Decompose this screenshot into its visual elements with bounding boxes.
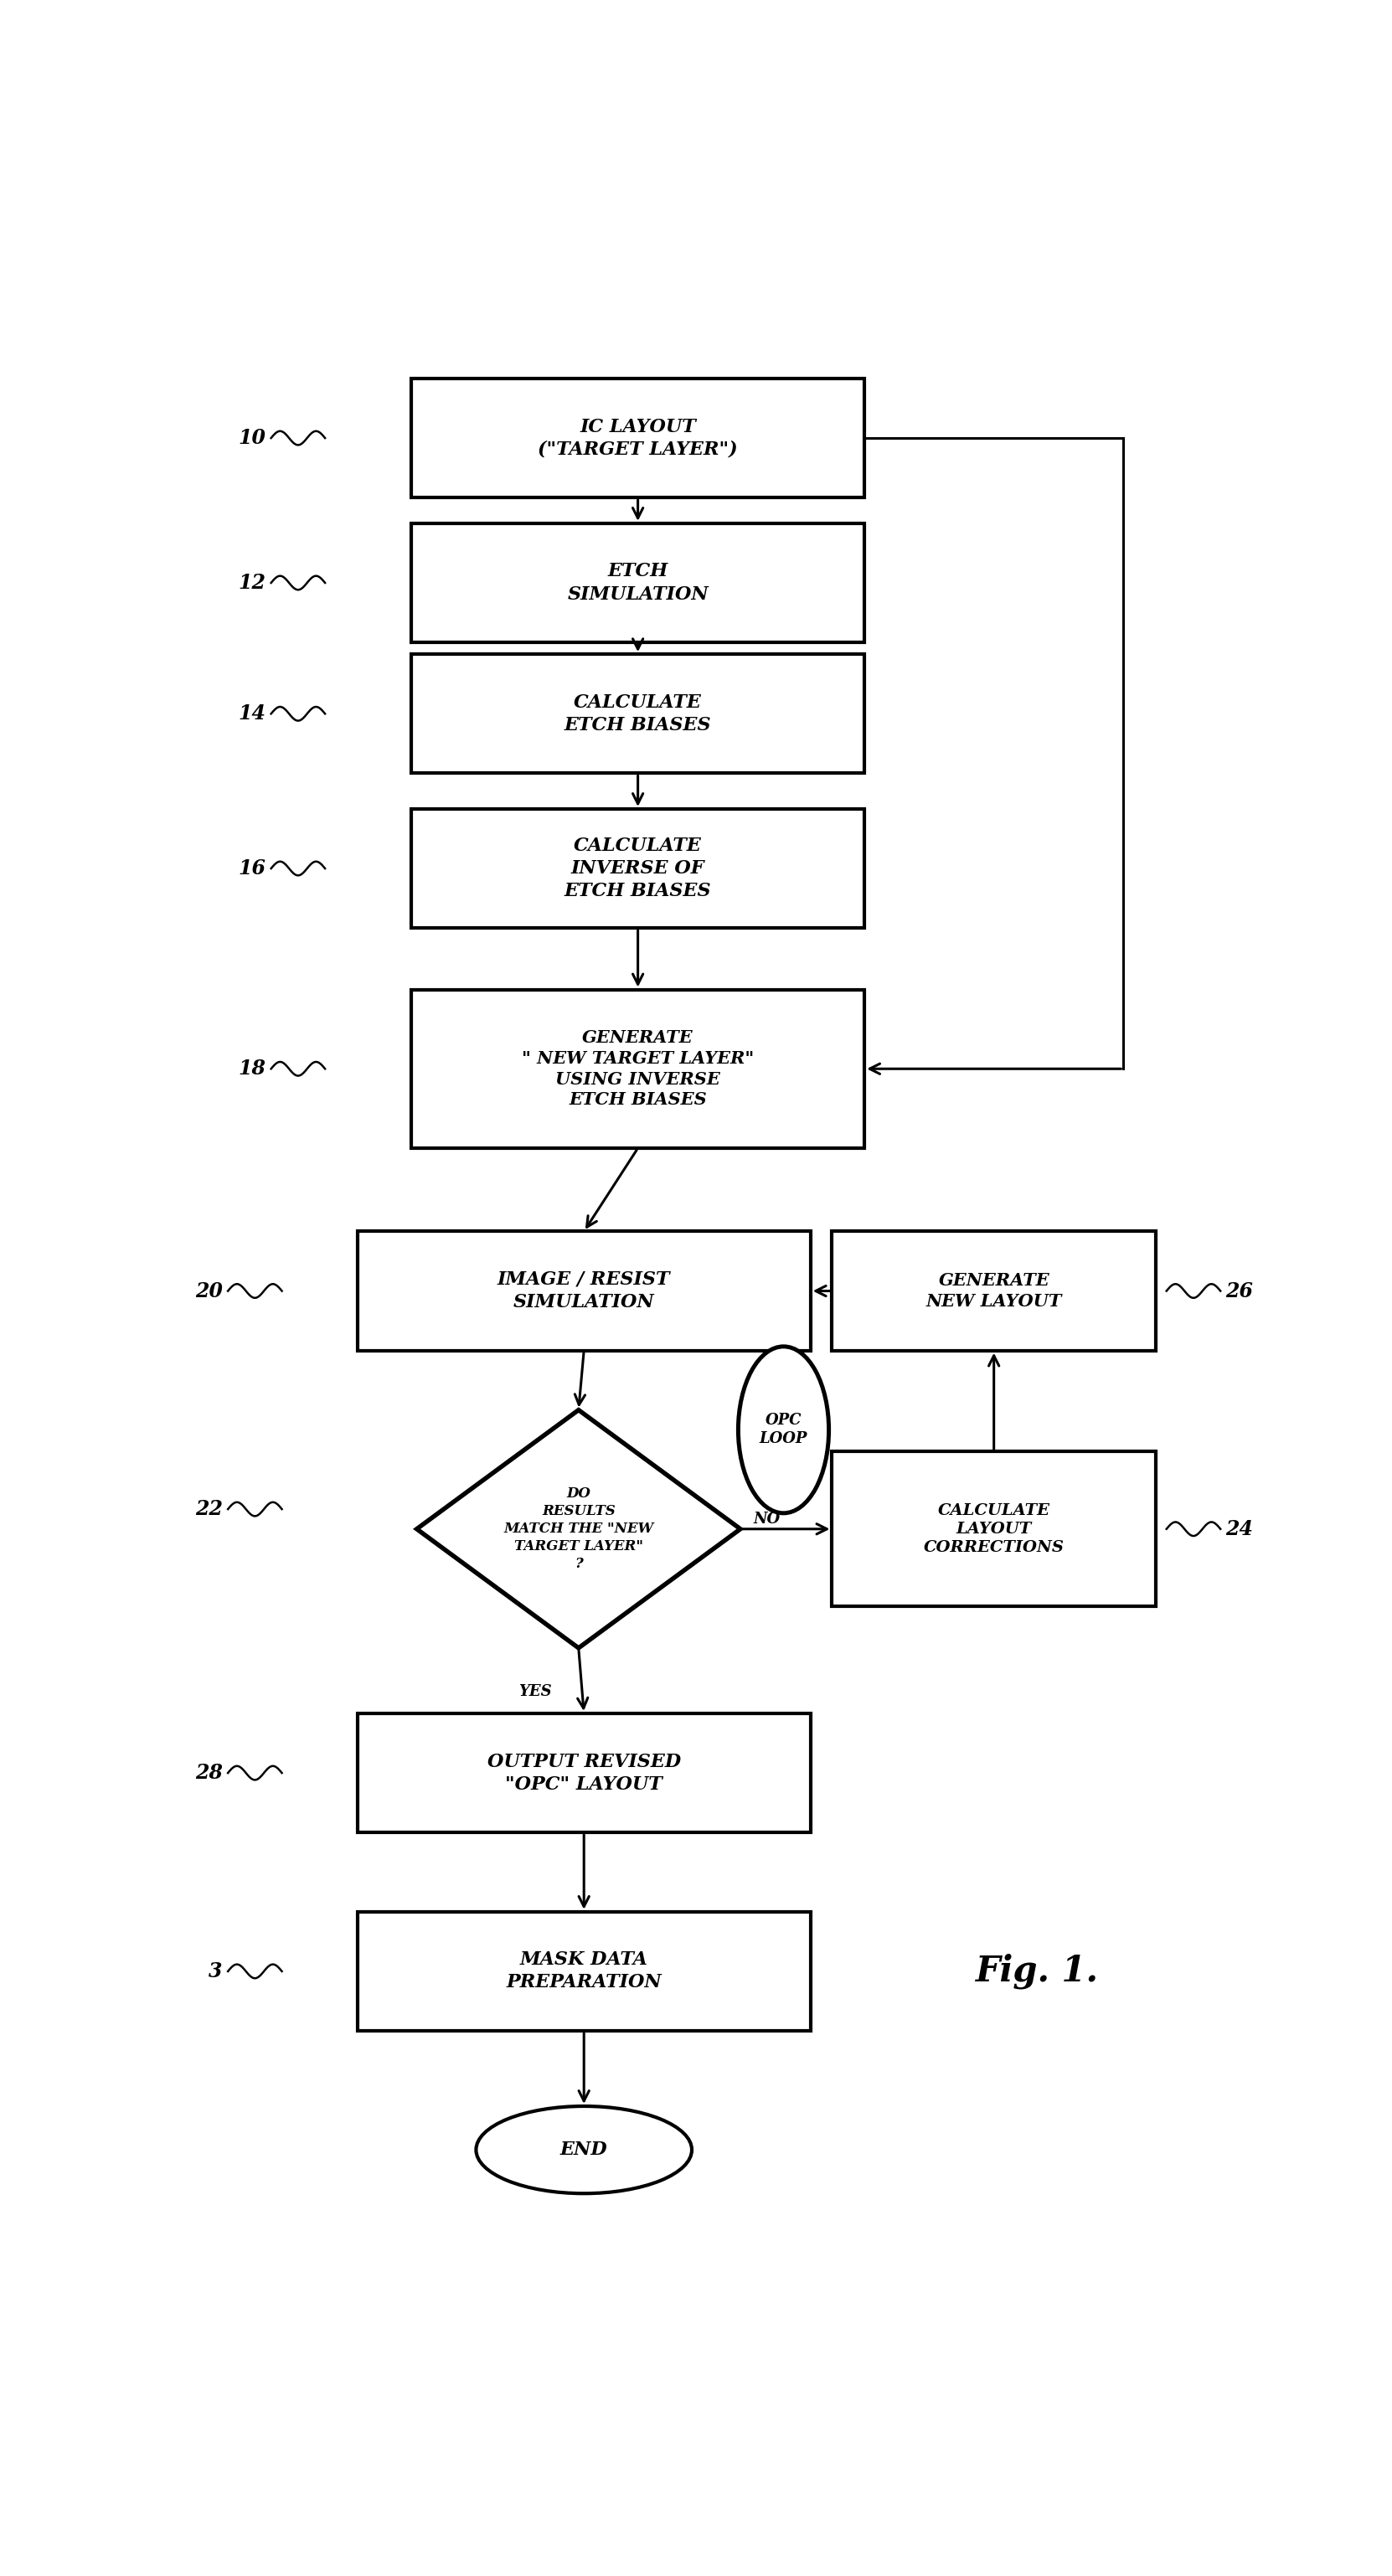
FancyBboxPatch shape [358, 1911, 810, 2030]
FancyBboxPatch shape [412, 379, 864, 497]
Text: GENERATE
" NEW TARGET LAYER"
USING INVERSE
ETCH BIASES: GENERATE " NEW TARGET LAYER" USING INVER… [522, 1030, 754, 1108]
FancyBboxPatch shape [412, 654, 864, 773]
Text: CALCULATE
ETCH BIASES: CALCULATE ETCH BIASES [564, 693, 711, 734]
Text: 14: 14 [238, 703, 266, 724]
Text: YES: YES [519, 1685, 553, 1700]
Text: OUTPUT REVISED
"OPC" LAYOUT: OUTPUT REVISED "OPC" LAYOUT [487, 1752, 681, 1793]
FancyBboxPatch shape [412, 989, 864, 1149]
Text: 3: 3 [209, 1960, 223, 1981]
Circle shape [738, 1347, 828, 1512]
Ellipse shape [476, 2107, 692, 2195]
Text: CALCULATE
LAYOUT
CORRECTIONS: CALCULATE LAYOUT CORRECTIONS [923, 1502, 1065, 1556]
Text: END: END [560, 2141, 608, 2159]
FancyBboxPatch shape [358, 1713, 810, 1832]
Text: 20: 20 [195, 1280, 223, 1301]
Text: 28: 28 [195, 1762, 223, 1783]
Text: CALCULATE
INVERSE OF
ETCH BIASES: CALCULATE INVERSE OF ETCH BIASES [564, 837, 711, 902]
FancyBboxPatch shape [412, 809, 864, 927]
Text: 18: 18 [238, 1059, 266, 1079]
FancyBboxPatch shape [832, 1453, 1155, 1607]
FancyBboxPatch shape [358, 1231, 810, 1350]
Text: IMAGE / RESIST
SIMULATION: IMAGE / RESIST SIMULATION [497, 1270, 671, 1311]
Text: 26: 26 [1226, 1280, 1253, 1301]
FancyBboxPatch shape [412, 523, 864, 641]
Text: 24: 24 [1226, 1520, 1253, 1538]
Text: 10: 10 [238, 428, 266, 448]
Text: NO: NO [753, 1512, 781, 1528]
Text: DO
RESULTS
MATCH THE "NEW
TARGET LAYER"
?: DO RESULTS MATCH THE "NEW TARGET LAYER" … [504, 1486, 654, 1571]
Text: GENERATE
NEW LAYOUT: GENERATE NEW LAYOUT [926, 1273, 1062, 1309]
Text: ETCH
SIMULATION: ETCH SIMULATION [567, 562, 709, 603]
Text: 16: 16 [238, 858, 266, 878]
Text: 22: 22 [195, 1499, 223, 1520]
Text: IC LAYOUT
("TARGET LAYER"): IC LAYOUT ("TARGET LAYER") [537, 417, 738, 459]
Text: MASK DATA
PREPARATION: MASK DATA PREPARATION [507, 1950, 661, 1991]
Text: 12: 12 [238, 572, 266, 592]
Text: OPC
LOOP: OPC LOOP [760, 1414, 807, 1448]
Polygon shape [416, 1409, 741, 1649]
FancyBboxPatch shape [832, 1231, 1155, 1350]
Text: Fig. 1.: Fig. 1. [976, 1953, 1098, 1989]
